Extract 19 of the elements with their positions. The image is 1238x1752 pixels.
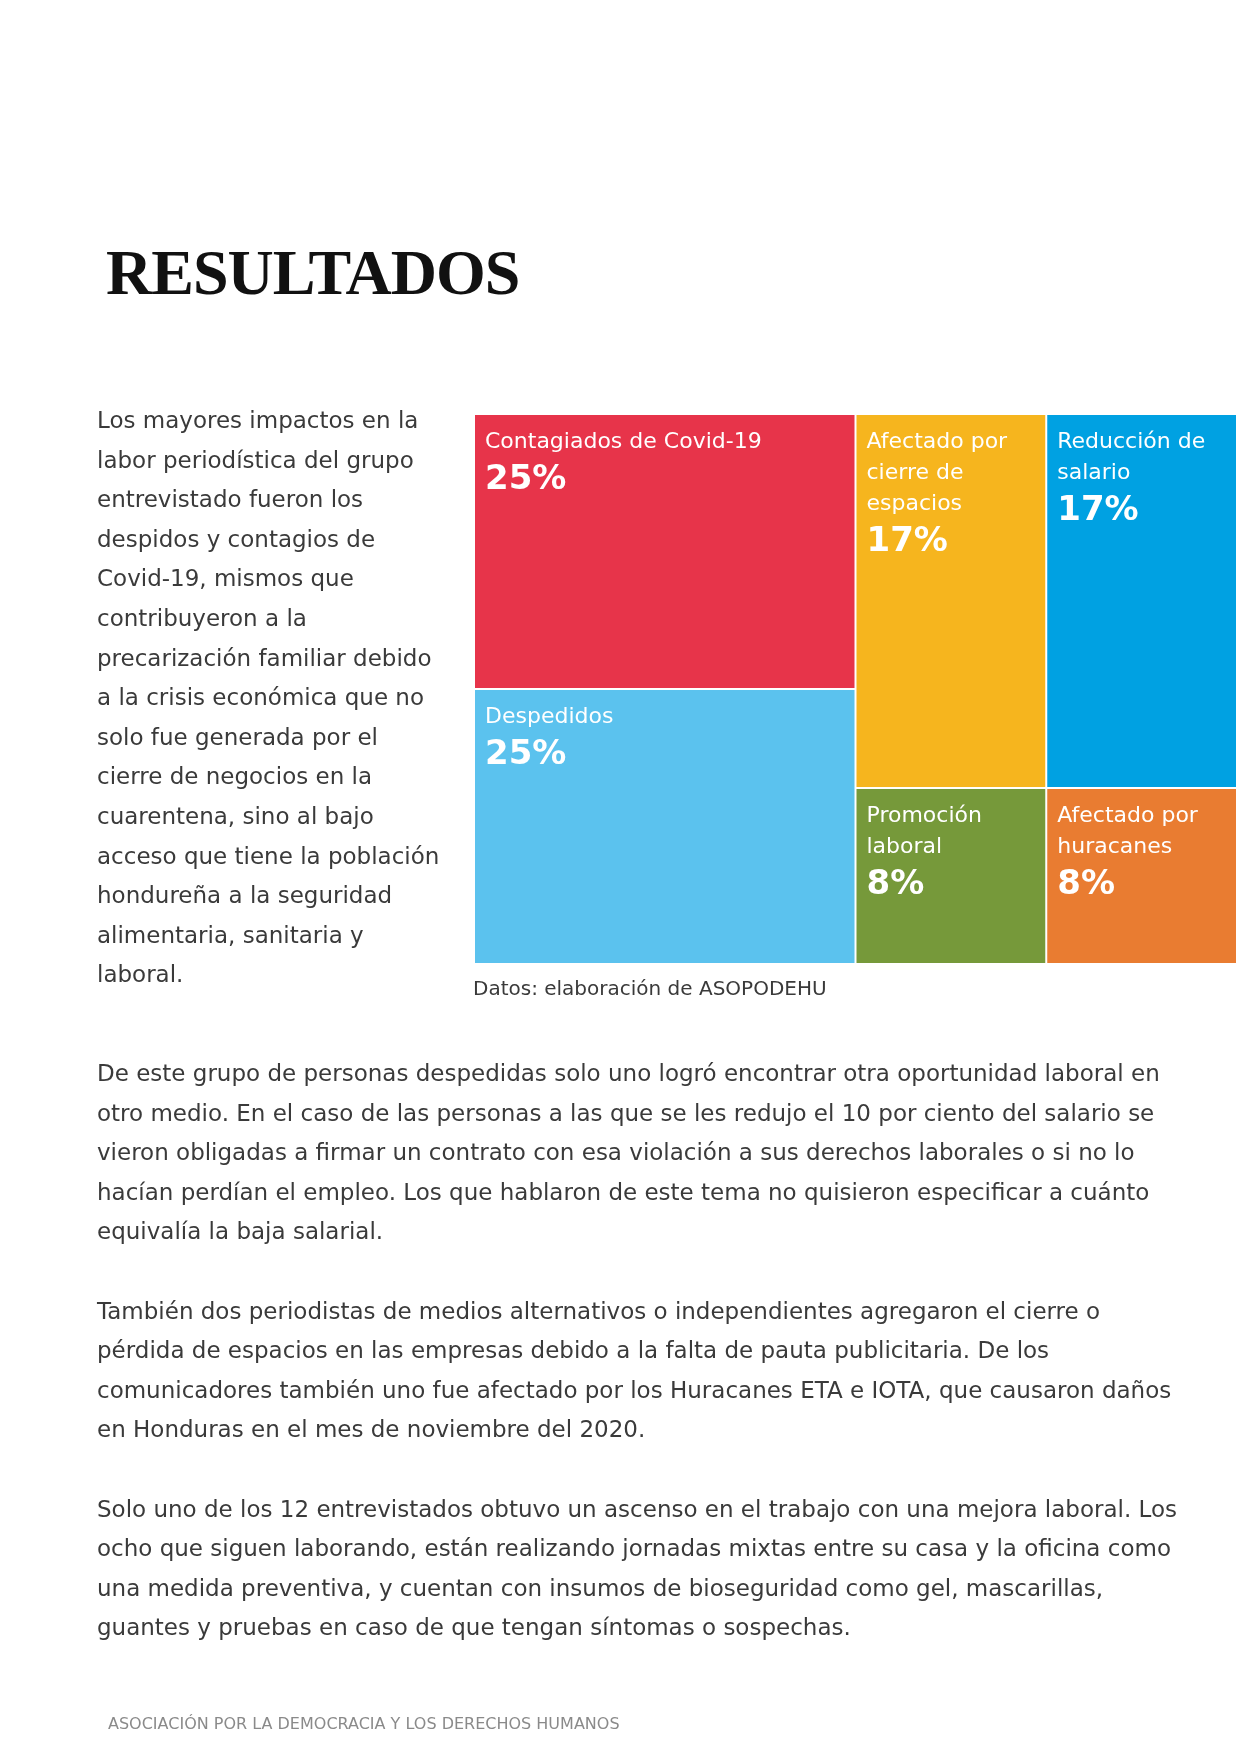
data-label: 17% bbox=[866, 519, 948, 559]
text: Solo uno de los 12 entrevistados obtuvo un ascenso en el trabajo con una mejora laboral. Los ocho que siguen laborando, están realizando jornadas mixtas entre su casa y la oficina como una medida preventiva, y cuentan con insumos de bioseguridad como gel, mascarillas, guantes y pruebas en caso de que tengan síntomas o sospechas. bbox=[97, 1494, 1177, 1643]
category-label: Despedidos bbox=[485, 703, 614, 728]
text: Los mayores impactos en la labor periodística del grupo entrevistado fueron los despidos y contagios de Covid-19, mismos que contribuyeron a la precarización familiar debido a la crisis económica que no solo fue generada por el cierre de negocios en la cuarentena, sino al bajo acceso que tiene la población hondureña a la seguridad alimentaria, sanitaria y laboral. bbox=[97, 407, 440, 988]
category-label: Afectado por huracanes bbox=[1057, 802, 1199, 858]
text: RESULTADOS bbox=[106, 236, 520, 310]
data-label: 17% bbox=[1057, 488, 1139, 528]
data-label: 25% bbox=[485, 732, 567, 772]
data-label: 25% bbox=[485, 457, 567, 497]
category-label: Contagiados de Covid-19 bbox=[485, 428, 762, 453]
category-label: Reducción de salario bbox=[1057, 428, 1206, 484]
text: ASOCIACIÓN POR LA DEMOCRACIA Y LOS DERECHOS HUMANOS bbox=[108, 1714, 620, 1733]
text: De este grupo de personas despedidas solo uno logró encontrar otra oportunidad laboral en otro medio. En el caso de las personas a las que se les redujo el 10 por ciento del salario se vieron obligadas a firmar un contrato con esa violación a sus derechos laborales o si no lo hacían perdían el empleo. Los que hablaron de este tema no quisieron especificar a cuánto equivalía la baja salarial. bbox=[97, 1059, 1161, 1247]
text: También dos periodistas de medios alternativos o independientes agregaron el cierre o pérdida de espacios en las empresas debido a la falta de pauta publicitaria. De los comunicadores también uno fue afectado por los Huracanes ETA e IOTA, que causaron daños en Honduras en el mes de noviembre del 2020. bbox=[97, 1296, 1173, 1445]
data-label: 8% bbox=[866, 862, 925, 902]
category-label: Promoción laboral bbox=[866, 802, 982, 858]
text: Datos: elaboración de ASOPODEHU bbox=[473, 976, 827, 1000]
data-label: 8% bbox=[1057, 862, 1115, 902]
category-label: Afectado por cierre de espacios bbox=[866, 428, 1009, 515]
